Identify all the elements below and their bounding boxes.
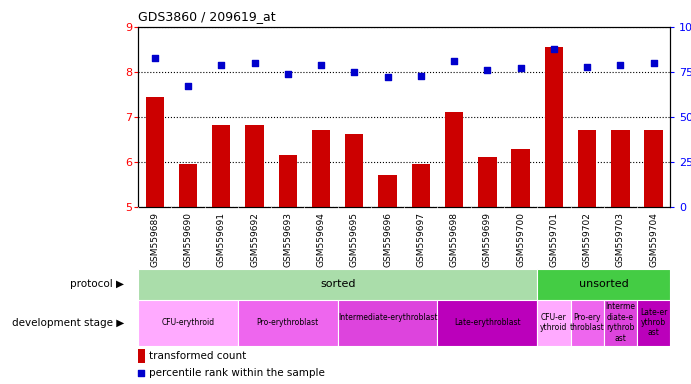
Bar bbox=[412, 164, 430, 207]
Text: Intermediate-erythroblast: Intermediate-erythroblast bbox=[338, 313, 437, 332]
Text: Late-erythroblast: Late-erythroblast bbox=[454, 318, 521, 327]
Bar bbox=[637, 300, 670, 346]
Bar bbox=[138, 349, 145, 363]
Text: GSM559703: GSM559703 bbox=[616, 212, 625, 267]
Text: GSM559699: GSM559699 bbox=[483, 212, 492, 267]
Text: GSM559689: GSM559689 bbox=[151, 212, 160, 267]
Point bbox=[149, 55, 160, 61]
Point bbox=[582, 63, 593, 70]
Bar bbox=[245, 125, 264, 207]
Bar bbox=[437, 300, 537, 346]
Text: transformed count: transformed count bbox=[149, 351, 246, 361]
Bar bbox=[537, 300, 571, 346]
Text: GSM559693: GSM559693 bbox=[283, 212, 292, 267]
Point bbox=[316, 62, 327, 68]
Text: GSM559691: GSM559691 bbox=[217, 212, 226, 267]
Point bbox=[249, 60, 260, 66]
Point bbox=[615, 62, 626, 68]
Text: Pro-erythroblast: Pro-erythroblast bbox=[257, 318, 319, 327]
Text: GSM559690: GSM559690 bbox=[184, 212, 193, 267]
Text: GSM559694: GSM559694 bbox=[316, 212, 325, 267]
Text: Interme
diate-e
rythrob
ast: Interme diate-e rythrob ast bbox=[605, 303, 636, 343]
Bar bbox=[445, 112, 463, 207]
Point bbox=[382, 74, 393, 81]
Text: development stage ▶: development stage ▶ bbox=[12, 318, 124, 328]
Bar bbox=[545, 47, 563, 207]
Text: GSM559696: GSM559696 bbox=[383, 212, 392, 267]
Text: GSM559700: GSM559700 bbox=[516, 212, 525, 267]
Bar bbox=[511, 149, 530, 207]
Text: Pro-ery
throblast: Pro-ery throblast bbox=[570, 313, 605, 332]
Text: unsorted: unsorted bbox=[579, 279, 629, 289]
Bar bbox=[379, 175, 397, 207]
Point bbox=[216, 62, 227, 68]
Point bbox=[515, 65, 526, 71]
Text: GSM559692: GSM559692 bbox=[250, 212, 259, 267]
Bar bbox=[138, 300, 238, 346]
Point bbox=[648, 60, 659, 66]
Text: GSM559697: GSM559697 bbox=[417, 212, 426, 267]
Text: GSM559698: GSM559698 bbox=[450, 212, 459, 267]
Bar bbox=[612, 130, 630, 207]
Text: GSM559695: GSM559695 bbox=[350, 212, 359, 267]
Point bbox=[283, 71, 294, 77]
Point bbox=[182, 83, 193, 89]
Bar bbox=[179, 164, 197, 207]
Bar bbox=[212, 125, 231, 207]
Bar bbox=[571, 300, 604, 346]
Text: CFU-erythroid: CFU-erythroid bbox=[162, 318, 215, 327]
Point bbox=[415, 73, 426, 79]
Bar bbox=[346, 134, 363, 207]
Point bbox=[549, 45, 560, 51]
Point bbox=[482, 67, 493, 73]
Text: GSM559701: GSM559701 bbox=[549, 212, 558, 267]
Point bbox=[349, 69, 360, 75]
Text: CFU-er
ythroid: CFU-er ythroid bbox=[540, 313, 567, 332]
Point bbox=[136, 370, 147, 376]
Bar bbox=[604, 300, 637, 346]
Bar bbox=[338, 300, 437, 346]
Bar bbox=[278, 156, 297, 207]
Bar bbox=[312, 130, 330, 207]
Text: percentile rank within the sample: percentile rank within the sample bbox=[149, 368, 325, 378]
Bar bbox=[146, 97, 164, 207]
Bar bbox=[537, 269, 670, 300]
Text: GSM559704: GSM559704 bbox=[649, 212, 658, 267]
Bar bbox=[578, 130, 596, 207]
Point bbox=[448, 58, 460, 64]
Bar bbox=[645, 130, 663, 207]
Bar bbox=[238, 300, 338, 346]
Text: GSM559702: GSM559702 bbox=[583, 212, 591, 267]
Bar bbox=[478, 157, 497, 207]
Bar bbox=[138, 269, 537, 300]
Text: sorted: sorted bbox=[320, 279, 355, 289]
Text: GDS3860 / 209619_at: GDS3860 / 209619_at bbox=[138, 10, 276, 23]
Text: protocol ▶: protocol ▶ bbox=[70, 279, 124, 289]
Text: Late-er
ythrob
ast: Late-er ythrob ast bbox=[640, 308, 668, 338]
